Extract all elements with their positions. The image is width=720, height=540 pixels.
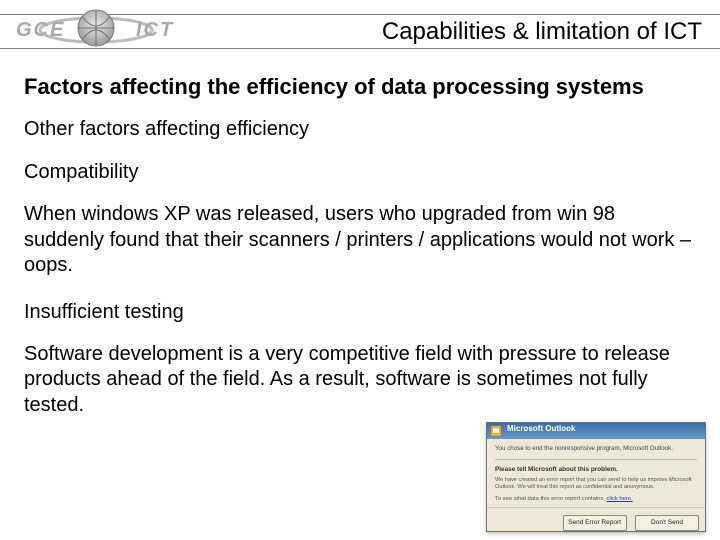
- dialog-link-row: To see what data this error report conta…: [495, 496, 697, 503]
- dialog-link-prefix: To see what data this error report conta…: [495, 496, 607, 502]
- logo-text-right: ICT: [136, 19, 174, 41]
- main-heading: Factors affecting the efficiency of data…: [24, 74, 696, 100]
- topic1-body: When windows XP was released, users who …: [24, 202, 696, 279]
- dialog-title: Microsoft Outlook: [507, 424, 575, 433]
- dialog-message-bold: Please tell Microsoft about this problem…: [495, 466, 697, 474]
- send-error-report-button[interactable]: Send Error Report: [563, 515, 627, 531]
- dialog-divider: [495, 459, 697, 460]
- dialog-button-row: Send Error Report Don't Send: [487, 507, 705, 531]
- logo-text-left: GCE: [16, 19, 65, 41]
- dialog-message-detail: We have created an error report that you…: [495, 477, 697, 491]
- logo: GCE ICT: [8, 2, 198, 58]
- dialog-window: Microsoft Outlook You chose to end the n…: [486, 422, 706, 532]
- dialog-message-primary: You chose to end the nonresponsive progr…: [495, 445, 697, 453]
- dialog-body: You chose to end the nonresponsive progr…: [487, 439, 705, 507]
- logo-svg: GCE ICT: [8, 2, 198, 58]
- slide: GCE ICT Capabilities & limitation of ICT…: [0, 0, 720, 540]
- dont-send-button[interactable]: Don't Send: [635, 515, 699, 531]
- slide-header: GCE ICT Capabilities & limitation of ICT: [0, 0, 720, 60]
- slide-title: Capabilities & limitation of ICT: [382, 18, 702, 46]
- topic2-body: Software development is a very competiti…: [24, 342, 696, 419]
- outlook-icon: [490, 425, 502, 437]
- slide-body: Factors affecting the efficiency of data…: [0, 60, 720, 419]
- subheading: Other factors affecting efficiency: [24, 118, 696, 141]
- dialog-link[interactable]: click here.: [607, 496, 633, 502]
- topic1-title: Compatibility: [24, 161, 696, 184]
- error-dialog: Microsoft Outlook You chose to end the n…: [486, 422, 706, 532]
- dialog-titlebar: Microsoft Outlook: [487, 423, 705, 439]
- topic2-title: Insufficient testing: [24, 301, 696, 324]
